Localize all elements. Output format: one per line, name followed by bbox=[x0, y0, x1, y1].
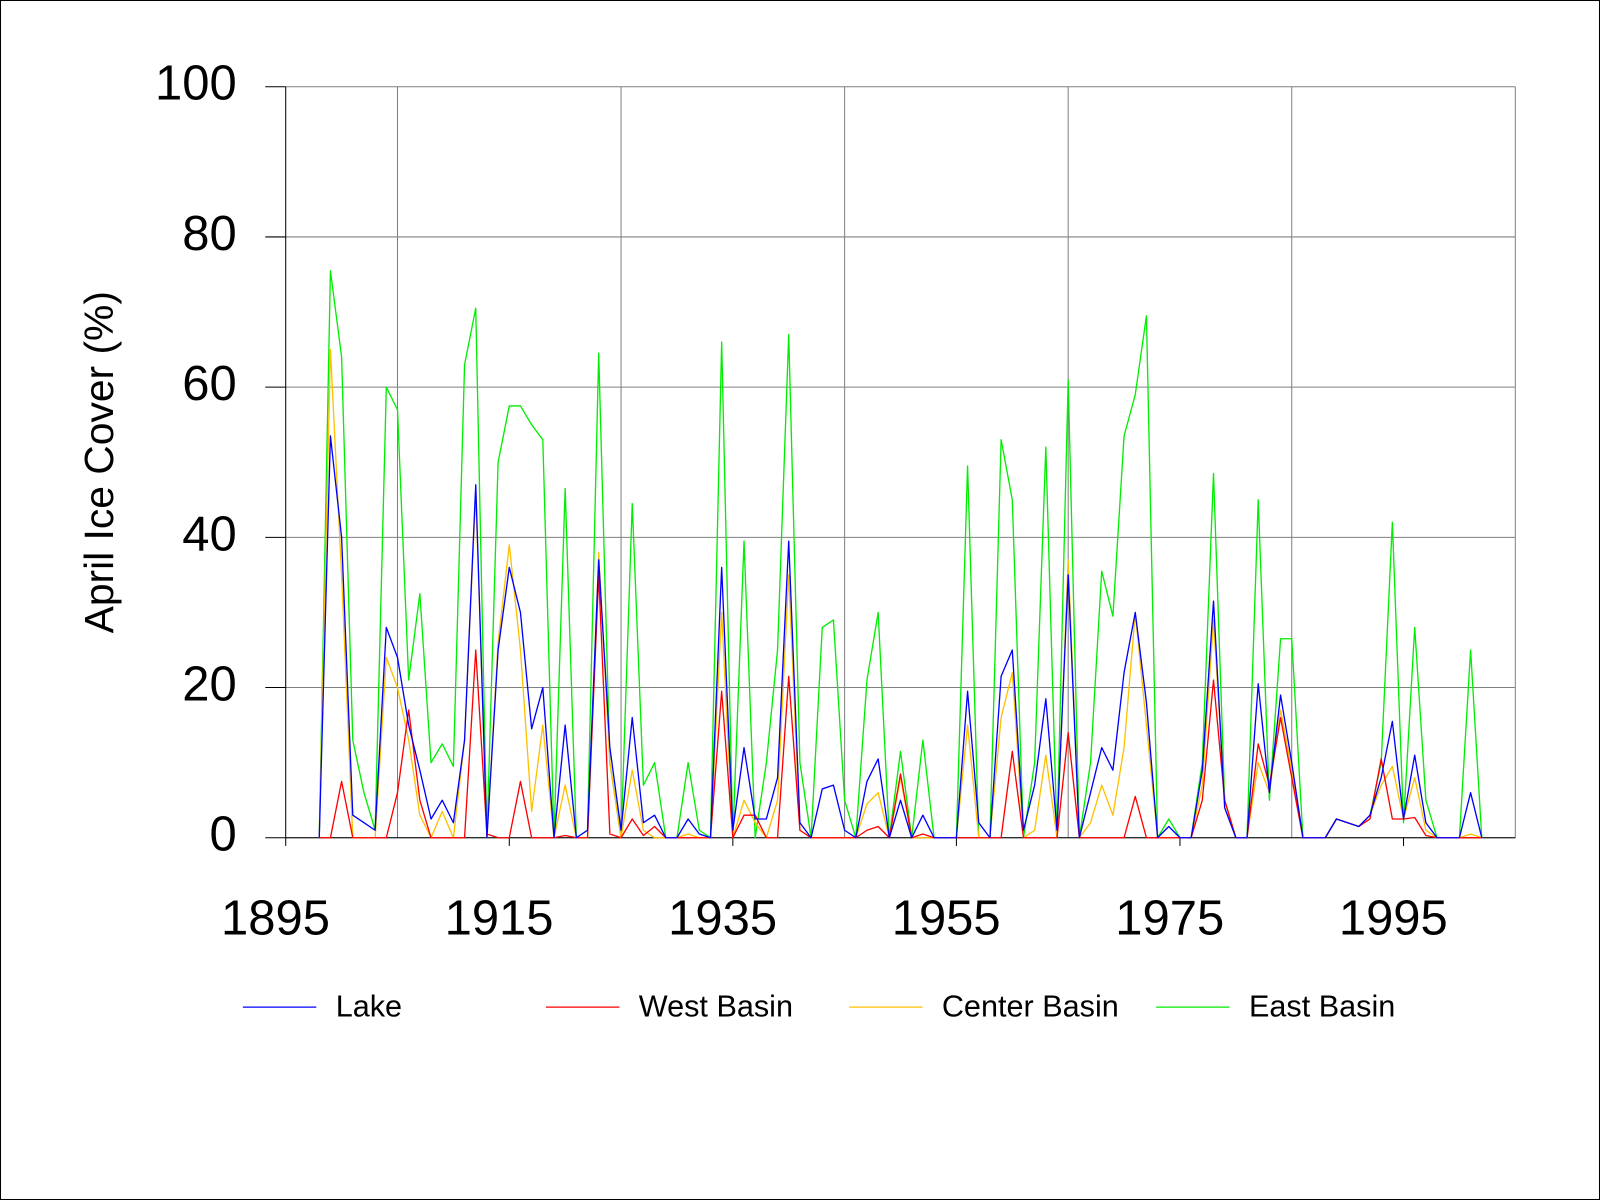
x-tick-label: 1995 bbox=[1339, 891, 1448, 945]
x-tick-label: 1895 bbox=[221, 891, 330, 945]
y-tick-label: 80 bbox=[182, 207, 236, 261]
y-tick-label: 0 bbox=[210, 808, 237, 862]
x-tick-label: 1975 bbox=[1115, 891, 1224, 945]
legend-label: Center Basin bbox=[942, 989, 1119, 1023]
x-tick-label: 1955 bbox=[892, 891, 1001, 945]
series-line bbox=[318, 270, 1483, 839]
y-tick-label: 40 bbox=[182, 507, 236, 561]
series-line bbox=[318, 435, 1483, 839]
x-tick-label: 1915 bbox=[445, 891, 554, 945]
legend-label: West Basin bbox=[639, 989, 793, 1023]
legend-label: Lake bbox=[336, 989, 402, 1023]
x-tick-label: 1935 bbox=[668, 891, 777, 945]
y-tick-label: 20 bbox=[182, 657, 236, 711]
y-tick-label: 60 bbox=[182, 357, 236, 411]
series-line bbox=[319, 574, 1482, 839]
legend-label: East Basin bbox=[1249, 989, 1395, 1023]
y-tick-label: 100 bbox=[155, 57, 237, 111]
y-axis-label: April Ice Cover (%) bbox=[76, 291, 122, 633]
